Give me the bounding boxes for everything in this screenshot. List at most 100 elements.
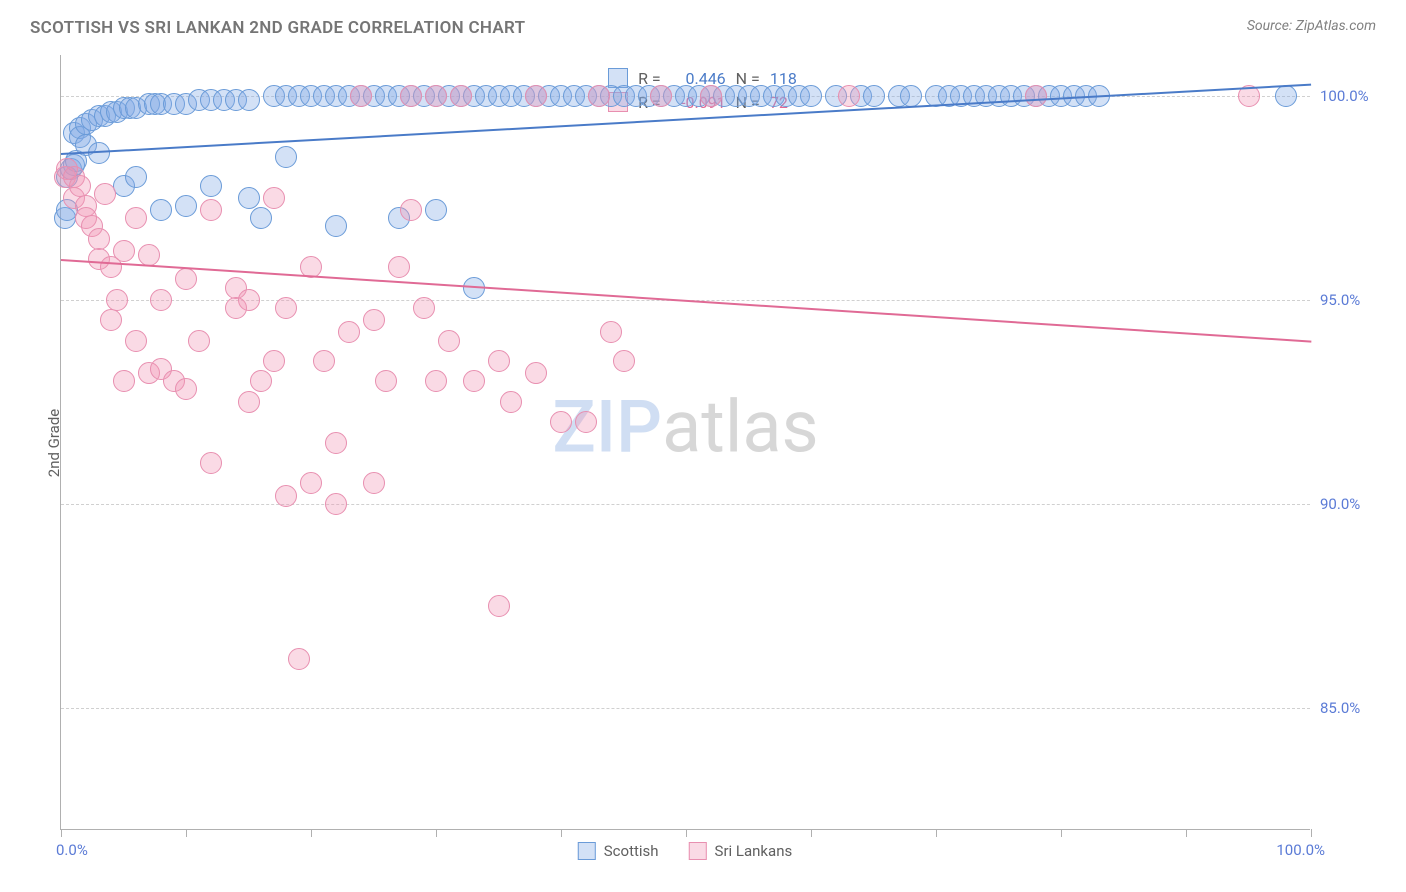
- legend-swatch: [689, 842, 707, 860]
- data-point: [263, 187, 285, 209]
- data-point: [288, 648, 310, 670]
- data-point: [363, 309, 385, 331]
- data-point: [125, 207, 147, 229]
- data-point: [175, 268, 197, 290]
- data-point: [275, 485, 297, 507]
- data-point: [238, 391, 260, 413]
- x-tick: [561, 829, 562, 837]
- data-point: [300, 472, 322, 494]
- data-point: [238, 89, 260, 111]
- data-point: [106, 289, 128, 311]
- data-point: [600, 321, 622, 343]
- data-point: [425, 199, 447, 221]
- y-tick-label: 85.0%: [1320, 699, 1390, 717]
- data-point: [400, 85, 422, 107]
- data-point: [525, 85, 547, 107]
- data-point: [250, 207, 272, 229]
- plot-area: ZIPatlas R =0.446N =118R =-0.091N =72 85…: [60, 55, 1310, 830]
- legend-item: Sri Lankans: [689, 842, 793, 860]
- data-point: [188, 330, 210, 352]
- data-point: [450, 85, 472, 107]
- data-point: [113, 240, 135, 262]
- data-point: [613, 350, 635, 372]
- data-point: [550, 411, 572, 433]
- x-tick: [686, 829, 687, 837]
- data-point: [113, 370, 135, 392]
- data-point: [1275, 85, 1297, 107]
- x-min-label: 0.0%: [56, 841, 88, 859]
- x-max-label: 100.0%: [1276, 841, 1325, 859]
- x-tick: [811, 829, 812, 837]
- data-point: [650, 85, 672, 107]
- data-point: [425, 85, 447, 107]
- data-point: [400, 199, 422, 221]
- data-point: [375, 370, 397, 392]
- legend-swatch: [578, 842, 596, 860]
- data-point: [1025, 85, 1047, 107]
- x-tick: [61, 829, 62, 837]
- data-point: [500, 391, 522, 413]
- data-point: [150, 199, 172, 221]
- data-point: [175, 195, 197, 217]
- data-point: [338, 321, 360, 343]
- data-point: [900, 85, 922, 107]
- y-tick-label: 100.0%: [1320, 87, 1390, 105]
- data-point: [325, 215, 347, 237]
- data-point: [125, 166, 147, 188]
- legend-label: Scottish: [604, 842, 659, 860]
- x-tick: [1311, 829, 1312, 837]
- data-point: [275, 146, 297, 168]
- data-point: [175, 378, 197, 400]
- y-tick-label: 90.0%: [1320, 495, 1390, 513]
- data-point: [88, 228, 110, 250]
- data-point: [200, 452, 222, 474]
- data-point: [388, 256, 410, 278]
- x-tick: [436, 829, 437, 837]
- data-point: [100, 309, 122, 331]
- x-tick: [936, 829, 937, 837]
- legend: Scottish Sri Lankans: [578, 842, 792, 860]
- data-point: [800, 85, 822, 107]
- data-point: [275, 297, 297, 319]
- data-point: [488, 350, 510, 372]
- data-point: [313, 350, 335, 372]
- data-point: [488, 595, 510, 617]
- data-point: [863, 85, 885, 107]
- data-point: [238, 289, 260, 311]
- legend-item: Scottish: [578, 842, 659, 860]
- data-point: [69, 175, 91, 197]
- gridline: [61, 708, 1310, 709]
- data-point: [200, 175, 222, 197]
- x-tick: [1061, 829, 1062, 837]
- data-point: [325, 493, 347, 515]
- data-point: [350, 85, 372, 107]
- data-point: [700, 85, 722, 107]
- source-attribution: Source: ZipAtlas.com: [1247, 18, 1376, 34]
- chart-title: SCOTTISH VS SRI LANKAN 2ND GRADE CORRELA…: [30, 18, 525, 38]
- y-tick-label: 95.0%: [1320, 291, 1390, 309]
- data-point: [425, 370, 447, 392]
- data-point: [238, 187, 260, 209]
- data-point: [325, 432, 347, 454]
- data-point: [94, 183, 116, 205]
- data-point: [263, 350, 285, 372]
- legend-label: Sri Lankans: [715, 842, 793, 860]
- data-point: [413, 297, 435, 319]
- data-point: [150, 289, 172, 311]
- data-point: [363, 472, 385, 494]
- data-point: [575, 411, 597, 433]
- data-point: [588, 85, 610, 107]
- data-point: [138, 244, 160, 266]
- data-point: [250, 370, 272, 392]
- data-point: [125, 330, 147, 352]
- data-point: [838, 85, 860, 107]
- data-point: [200, 199, 222, 221]
- data-point: [525, 362, 547, 384]
- data-point: [438, 330, 460, 352]
- x-tick: [311, 829, 312, 837]
- data-point: [463, 370, 485, 392]
- x-tick: [1186, 829, 1187, 837]
- chart-container: 2nd Grade ZIPatlas R =0.446N =118R =-0.0…: [60, 55, 1310, 830]
- x-tick: [186, 829, 187, 837]
- gridline: [61, 504, 1310, 505]
